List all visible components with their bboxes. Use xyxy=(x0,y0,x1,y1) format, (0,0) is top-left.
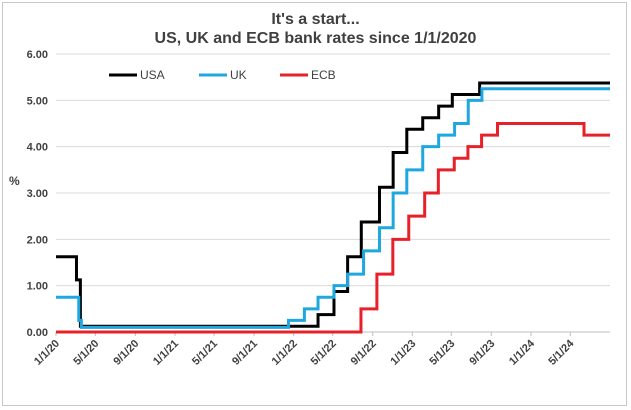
y-tick-label: 0.00 xyxy=(27,327,48,339)
x-axis-ticks: 1/1/20 5/1/20 9/1/20 1/1/21 5/1/21 9/1/21 1/1/… xyxy=(32,332,577,368)
x-tick-label: 1/1/24 xyxy=(507,337,538,368)
y-tick-label: 5.00 xyxy=(27,95,48,107)
x-tick-label: 1/1/22 xyxy=(270,338,300,368)
x-tick-label: 5/1/21 xyxy=(190,338,220,368)
y-tick-label: 6.00 xyxy=(27,49,48,61)
y-tick-label: 1.00 xyxy=(27,281,48,293)
x-tick-label: 9/1/20 xyxy=(111,338,141,368)
x-tick-label: 1/1/20 xyxy=(32,338,62,368)
x-tick-label: 5/1/20 xyxy=(71,338,101,368)
chart-subtitle: US, UK and ECB bank rates since 1/1/2020 xyxy=(154,30,477,47)
legend-label-usa: USA xyxy=(140,68,165,82)
series-line-ecb xyxy=(56,122,610,334)
legend: USA UK ECB xyxy=(109,68,336,82)
x-tick-label: 9/1/21 xyxy=(230,338,260,368)
y-axis-ticks: 0.00 1.00 2.00 3.00 4.00 5.00 6.00 xyxy=(27,49,48,339)
y-tick-label: 4.00 xyxy=(27,142,48,154)
series-lines xyxy=(56,81,610,334)
legend-label-ecb: ECB xyxy=(311,68,336,82)
y-axis-label: % xyxy=(9,174,20,188)
x-tick-label: 1/1/21 xyxy=(151,338,181,368)
x-tick-label: 1/1/23 xyxy=(388,338,418,368)
gridlines xyxy=(56,53,610,333)
series-line-uk xyxy=(56,87,610,329)
chart-title: It's a start... xyxy=(271,11,360,28)
x-tick-label: 5/1/22 xyxy=(309,338,339,368)
x-tick-label: 9/1/23 xyxy=(467,338,497,368)
x-tick-label: 5/1/23 xyxy=(427,338,457,368)
x-tick-label: 9/1/22 xyxy=(349,338,379,368)
legend-label-uk: UK xyxy=(230,68,247,82)
chart-frame xyxy=(2,2,627,406)
x-tick-label: 5/1/24 xyxy=(546,337,577,368)
y-tick-label: 2.00 xyxy=(27,234,48,246)
y-tick-label: 3.00 xyxy=(27,188,48,200)
